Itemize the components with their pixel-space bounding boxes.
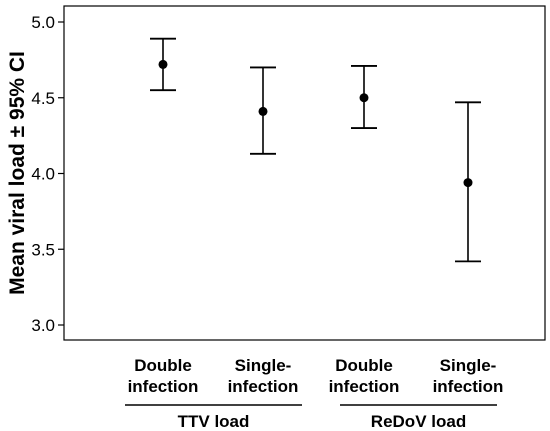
x-category-label-line1: Single- — [440, 356, 497, 375]
y-tick-label: 4.0 — [31, 165, 55, 184]
plot-frame — [63, 5, 546, 341]
y-axis-title: Mean viral load ± 95% CI — [6, 51, 29, 295]
y-axis: 3.0 3.5 4.0 4.5 5.0 — [31, 13, 64, 335]
group-labels: TTV load ReDoV load — [125, 404, 497, 431]
x-category-label-line1: Double — [134, 356, 192, 375]
x-category-label-line1: Double — [335, 356, 393, 375]
data-marks — [150, 37, 481, 263]
x-category-label-line2: infection — [433, 377, 504, 396]
error-bar-group — [351, 65, 377, 129]
mean-point — [359, 93, 369, 103]
y-tick-label: 4.5 — [31, 89, 55, 108]
error-bar-group — [150, 37, 176, 92]
group-label: TTV load — [178, 412, 250, 431]
x-category-label-line2: infection — [228, 377, 299, 396]
mean-point — [158, 59, 168, 69]
error-bar-group — [250, 66, 276, 155]
y-tick-label: 3.5 — [31, 240, 55, 259]
error-bar-group — [455, 101, 481, 263]
mean-point — [258, 106, 268, 116]
x-category-label-line2: infection — [329, 377, 400, 396]
y-tick-label: 5.0 — [31, 13, 55, 32]
group-label: ReDoV load — [371, 412, 466, 431]
y-tick-label: 3.0 — [31, 316, 55, 335]
x-category-label-line2: infection — [128, 377, 199, 396]
x-category-label-line1: Single- — [235, 356, 292, 375]
x-axis-labels: Double infection Single-infection Double inf… — [128, 356, 504, 396]
mean-point — [463, 178, 473, 188]
